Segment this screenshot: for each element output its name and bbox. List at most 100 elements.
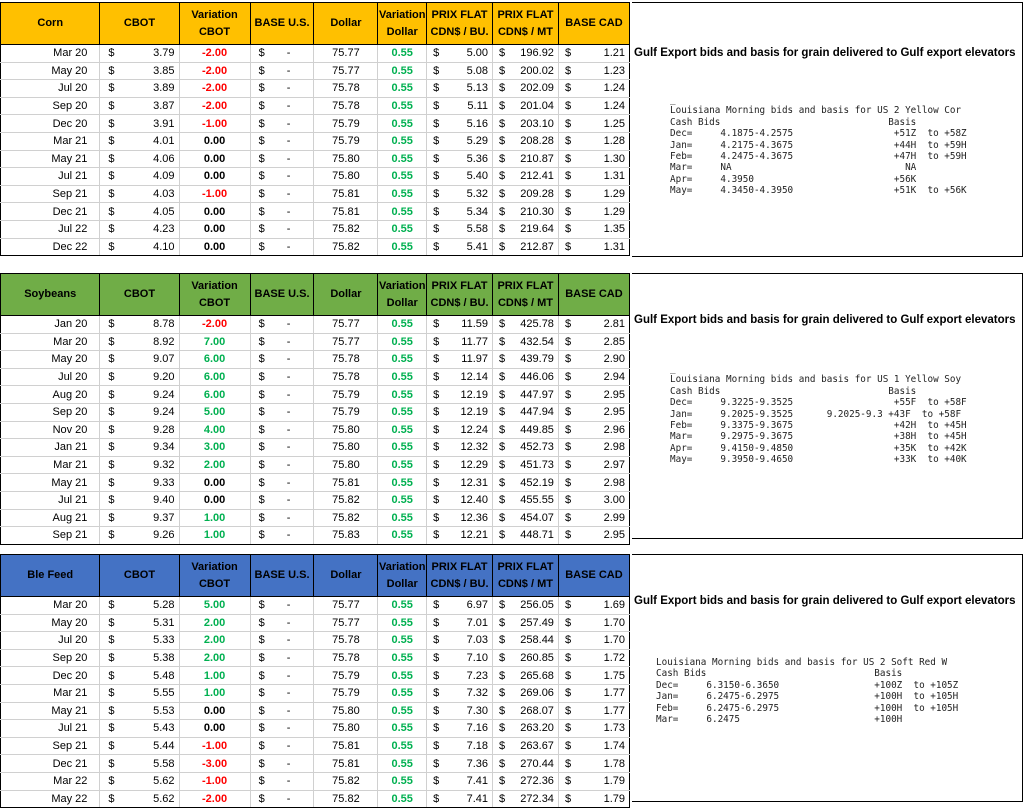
bid-line: _ xyxy=(670,363,676,374)
gulf-export-panel: Gulf Export bids and basis for grain del… xyxy=(632,2,1023,257)
cbot-value: 5.62 xyxy=(153,775,175,788)
header-cbot: CBOT xyxy=(99,2,180,45)
table-row: Jul 20 $3.89 -2.00 $ -75.78 0.55 $5.13 $202.09 $… xyxy=(0,79,631,98)
base-cad-value: 1.31 xyxy=(603,170,625,183)
currency-symbol: $ xyxy=(499,669,506,682)
currency-symbol: $ xyxy=(499,135,506,148)
currency-symbol: $ xyxy=(108,318,115,331)
table-row: Mar 20 $8.92 7.00 $ -75.77 0.55 $11.77 $432.54 $… xyxy=(0,333,631,352)
cell-prix-flat-bu: $5.16 xyxy=(426,114,493,133)
base-cad-value: 1.28 xyxy=(603,135,625,148)
currency-symbol: $ xyxy=(108,188,115,201)
prix-bu-value: 12.24 xyxy=(460,423,488,436)
prix-bu-value: 5.34 xyxy=(466,205,488,218)
bid-line: _ xyxy=(670,94,676,105)
cell-prix-flat-mt: $425.78 xyxy=(492,315,559,334)
cell-variation-cbot: 0.00 xyxy=(178,702,251,721)
currency-symbol: $ xyxy=(108,511,115,524)
cell-dollar: 75.82 xyxy=(313,772,378,791)
base-cad-value: 1.29 xyxy=(603,188,625,201)
currency-symbol: $ xyxy=(108,423,115,436)
header-dollar: Dollar xyxy=(313,273,379,316)
cell-month: Dec 21 xyxy=(0,202,100,221)
cell-dollar: 75.77 xyxy=(313,315,378,334)
cell-prix-flat-mt: $200.02 xyxy=(492,62,559,81)
cell-variation-cbot: 6.00 xyxy=(178,385,251,404)
cell-base-us: $ - xyxy=(249,631,314,650)
cell-variation-dollar: 0.55 xyxy=(377,596,427,615)
currency-symbol: $ xyxy=(433,335,440,348)
cell-cbot: $5.33 xyxy=(99,631,180,650)
cell-dollar: 75.78 xyxy=(313,79,378,98)
currency-symbol: $ xyxy=(564,152,572,165)
prix-bu-value: 7.23 xyxy=(466,669,488,682)
cbot-value: 5.44 xyxy=(153,740,175,753)
cell-dollar: 75.77 xyxy=(313,44,378,63)
cell-variation-cbot: 5.00 xyxy=(178,403,251,422)
currency-symbol: $ xyxy=(433,459,440,472)
currency-symbol: $ xyxy=(108,792,115,805)
table-row: Jul 22 $4.23 0.00 $ -75.82 0.55 $5.58 $219.64 $1… xyxy=(0,220,631,239)
cell-variation-dollar: 0.55 xyxy=(377,368,427,387)
cbot-value: 5.33 xyxy=(153,634,175,647)
currency-symbol: $ xyxy=(564,205,572,218)
header-base-us-line1: BASE U.S. xyxy=(254,569,310,581)
base-cad-value: 1.21 xyxy=(603,47,625,60)
base-us-value: - xyxy=(286,152,291,165)
cell-cbot: $9.32 xyxy=(99,456,180,475)
cell-cbot: $4.10 xyxy=(99,238,180,257)
gulf-export-panel: Gulf Export bids and basis for grain del… xyxy=(632,273,1023,539)
cbot-value: 3.91 xyxy=(153,117,175,130)
cell-cbot: $9.28 xyxy=(99,421,180,440)
cell-prix-flat-bu: $12.21 xyxy=(426,526,493,545)
base-cad-value: 3.00 xyxy=(603,494,625,507)
base-cad-value: 1.69 xyxy=(603,599,625,612)
prix-mt-value: 448.71 xyxy=(520,529,554,542)
prix-bu-value: 6.97 xyxy=(466,599,488,612)
header-prix-flat-bu-line2: CDN$ / BU. xyxy=(430,296,489,309)
header-prix-flat-bu: PRIX FLAT CDN$ / BU. xyxy=(426,554,493,597)
header-base-cad: BASE CAD xyxy=(557,554,631,597)
bid-line: Cash Bids Basis xyxy=(670,116,917,128)
table-row: Jul 20 $5.33 2.00 $ -75.78 0.55 $7.03 $258.44 $1… xyxy=(0,631,631,650)
cell-dollar: 75.83 xyxy=(313,526,378,545)
table-row: May 22 $5.62 -2.00 $ -75.82 0.55 $7.41 $272.34 $… xyxy=(0,790,631,808)
currency-symbol: $ xyxy=(433,100,440,113)
section-ble-feed: Ble Feed CBOT Variation CBOT BASE U.S. Dollar… xyxy=(0,554,1024,808)
currency-symbol: $ xyxy=(108,205,115,218)
cell-variation-dollar: 0.55 xyxy=(377,44,427,63)
cell-prix-flat-bu: $5.41 xyxy=(426,238,493,257)
table-row: Sep 20 $9.24 5.00 $ -75.79 0.55 $12.19 $447.94 $… xyxy=(0,403,631,422)
header-base-us-line1: BASE U.S. xyxy=(254,288,310,300)
cell-base-us: $ - xyxy=(249,666,314,685)
currency-symbol: $ xyxy=(499,792,506,805)
currency-symbol: $ xyxy=(108,757,115,770)
currency-symbol: $ xyxy=(564,240,572,253)
cbot-value: 9.28 xyxy=(153,423,175,436)
currency-symbol: $ xyxy=(564,740,572,753)
currency-symbol: $ xyxy=(564,687,572,700)
currency-symbol: $ xyxy=(499,634,506,647)
header-prix-flat-bu: PRIX FLAT CDN$ / BU. xyxy=(426,2,493,45)
currency-symbol: $ xyxy=(258,494,265,507)
cell-variation-dollar: 0.55 xyxy=(377,772,427,791)
cell-month: Sep 21 xyxy=(0,737,100,756)
base-us-value: - xyxy=(286,792,291,805)
cell-base-us: $ - xyxy=(249,790,314,808)
cbot-value: 9.24 xyxy=(153,406,175,419)
cell-variation-dollar: 0.55 xyxy=(377,385,427,404)
prix-mt-value: 454.07 xyxy=(520,511,554,524)
prix-mt-value: 265.68 xyxy=(520,669,554,682)
header-dollar: Dollar xyxy=(313,554,379,597)
cell-variation-dollar: 0.55 xyxy=(377,456,427,475)
header-commodity: Corn xyxy=(0,2,101,45)
prix-mt-value: 447.97 xyxy=(520,388,554,401)
cbot-value: 5.43 xyxy=(153,722,175,735)
base-cad-value: 1.70 xyxy=(603,634,625,647)
currency-symbol: $ xyxy=(433,476,440,489)
base-us-value: - xyxy=(286,64,291,77)
header-variation-cbot: Variation CBOT xyxy=(178,554,251,597)
currency-symbol: $ xyxy=(499,406,506,419)
cell-variation-dollar: 0.55 xyxy=(377,62,427,81)
cbot-value: 5.58 xyxy=(153,757,175,770)
